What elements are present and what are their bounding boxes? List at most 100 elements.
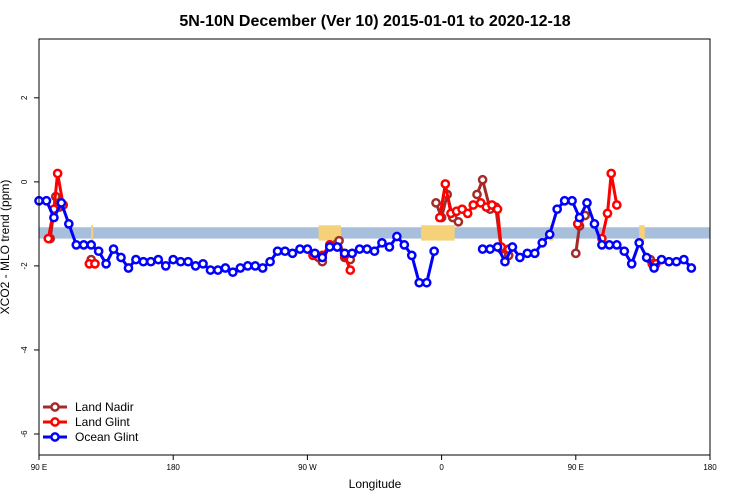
data-point xyxy=(472,189,482,200)
data-point xyxy=(679,254,689,265)
data-point xyxy=(399,240,410,250)
data-point xyxy=(485,244,495,254)
x-tick-label: 0 xyxy=(439,463,444,472)
data-point xyxy=(310,248,320,259)
data-point xyxy=(235,263,246,273)
x-tick-label: 90 W xyxy=(298,463,317,472)
data-point xyxy=(220,263,231,273)
data-point xyxy=(287,248,298,259)
data-point xyxy=(116,252,126,263)
data-point xyxy=(257,263,268,273)
series-layer xyxy=(34,168,697,288)
data-point xyxy=(138,256,149,267)
data-point xyxy=(570,248,581,259)
data-point xyxy=(43,233,54,244)
data-point xyxy=(160,261,171,271)
land-segment xyxy=(639,225,645,241)
data-point xyxy=(78,240,89,250)
data-point xyxy=(198,258,208,269)
legend-item: Land Glint xyxy=(43,415,130,429)
data-point xyxy=(656,254,667,265)
data-point xyxy=(131,254,141,265)
data-point xyxy=(515,252,525,263)
data-point xyxy=(414,277,425,288)
series-ocean-glint xyxy=(34,195,697,288)
data-point xyxy=(324,242,335,252)
data-point xyxy=(280,246,290,257)
data-point xyxy=(671,256,682,267)
y-tick-label: 2 xyxy=(20,95,29,100)
data-point xyxy=(507,242,518,252)
data-point xyxy=(123,263,134,273)
data-point xyxy=(626,258,637,269)
data-point xyxy=(582,198,592,208)
data-point xyxy=(354,244,365,254)
data-point xyxy=(108,244,119,254)
data-point xyxy=(559,195,570,206)
data-point xyxy=(272,246,283,257)
data-point xyxy=(589,219,600,229)
data-point xyxy=(492,242,503,252)
legend-label: Ocean Glint xyxy=(75,430,139,444)
data-point xyxy=(377,237,387,248)
data-point xyxy=(492,204,503,215)
data-point xyxy=(250,261,261,271)
data-point xyxy=(440,179,451,189)
series-line xyxy=(46,173,65,239)
data-point xyxy=(649,263,659,273)
legend-label: Land Glint xyxy=(75,415,130,429)
data-point xyxy=(63,219,74,229)
data-point xyxy=(597,240,607,250)
data-point xyxy=(544,229,555,240)
data-point xyxy=(93,246,104,257)
data-point xyxy=(317,252,328,263)
data-point xyxy=(295,244,305,254)
data-point xyxy=(332,242,343,252)
data-point xyxy=(537,237,548,248)
data-point xyxy=(190,261,201,271)
data-point xyxy=(213,265,223,275)
data-point xyxy=(392,231,402,242)
data-point xyxy=(71,240,82,250)
data-point xyxy=(567,195,577,206)
data-point xyxy=(49,212,59,223)
series-line xyxy=(600,173,619,239)
data-point xyxy=(101,258,111,269)
x-tick-label: 180 xyxy=(703,463,717,472)
data-point xyxy=(242,261,253,271)
data-point xyxy=(145,256,156,267)
data-point xyxy=(86,240,97,250)
data-point xyxy=(604,240,615,250)
x-tick-label: 90 E xyxy=(568,463,584,472)
data-point xyxy=(602,208,613,219)
data-point xyxy=(406,250,417,261)
x-tick-label: 90 E xyxy=(31,463,47,472)
data-point xyxy=(384,242,395,252)
data-point xyxy=(41,195,52,206)
land-segment xyxy=(318,225,341,241)
data-point xyxy=(345,265,356,275)
y-tick-label: -6 xyxy=(20,430,29,438)
x-axis: 90 E 180 90 W 0 90 E 180 xyxy=(31,455,717,472)
y-tick-label: 0 xyxy=(20,179,29,184)
reference-band-layer xyxy=(39,227,710,239)
chart-title: 5N-10N December (Ver 10) 2015-01-01 to 2… xyxy=(179,13,570,30)
land-segment xyxy=(421,225,455,241)
data-point xyxy=(611,200,622,210)
y-axis-label: XCO2 - MLO trend (ppm) xyxy=(0,180,12,315)
data-point xyxy=(168,254,179,265)
legend-item: Land Nadir xyxy=(43,400,134,414)
data-point xyxy=(529,248,540,259)
x-axis-label: Longitude xyxy=(349,477,402,491)
data-point xyxy=(421,277,432,288)
data-point xyxy=(606,168,617,179)
data-point xyxy=(462,208,473,219)
data-point xyxy=(611,240,622,250)
land-marker-layer xyxy=(91,225,645,241)
legend-item: Ocean Glint xyxy=(43,430,139,444)
data-point xyxy=(369,246,380,257)
data-point xyxy=(153,254,164,265)
legend-swatch-marker xyxy=(50,432,60,442)
